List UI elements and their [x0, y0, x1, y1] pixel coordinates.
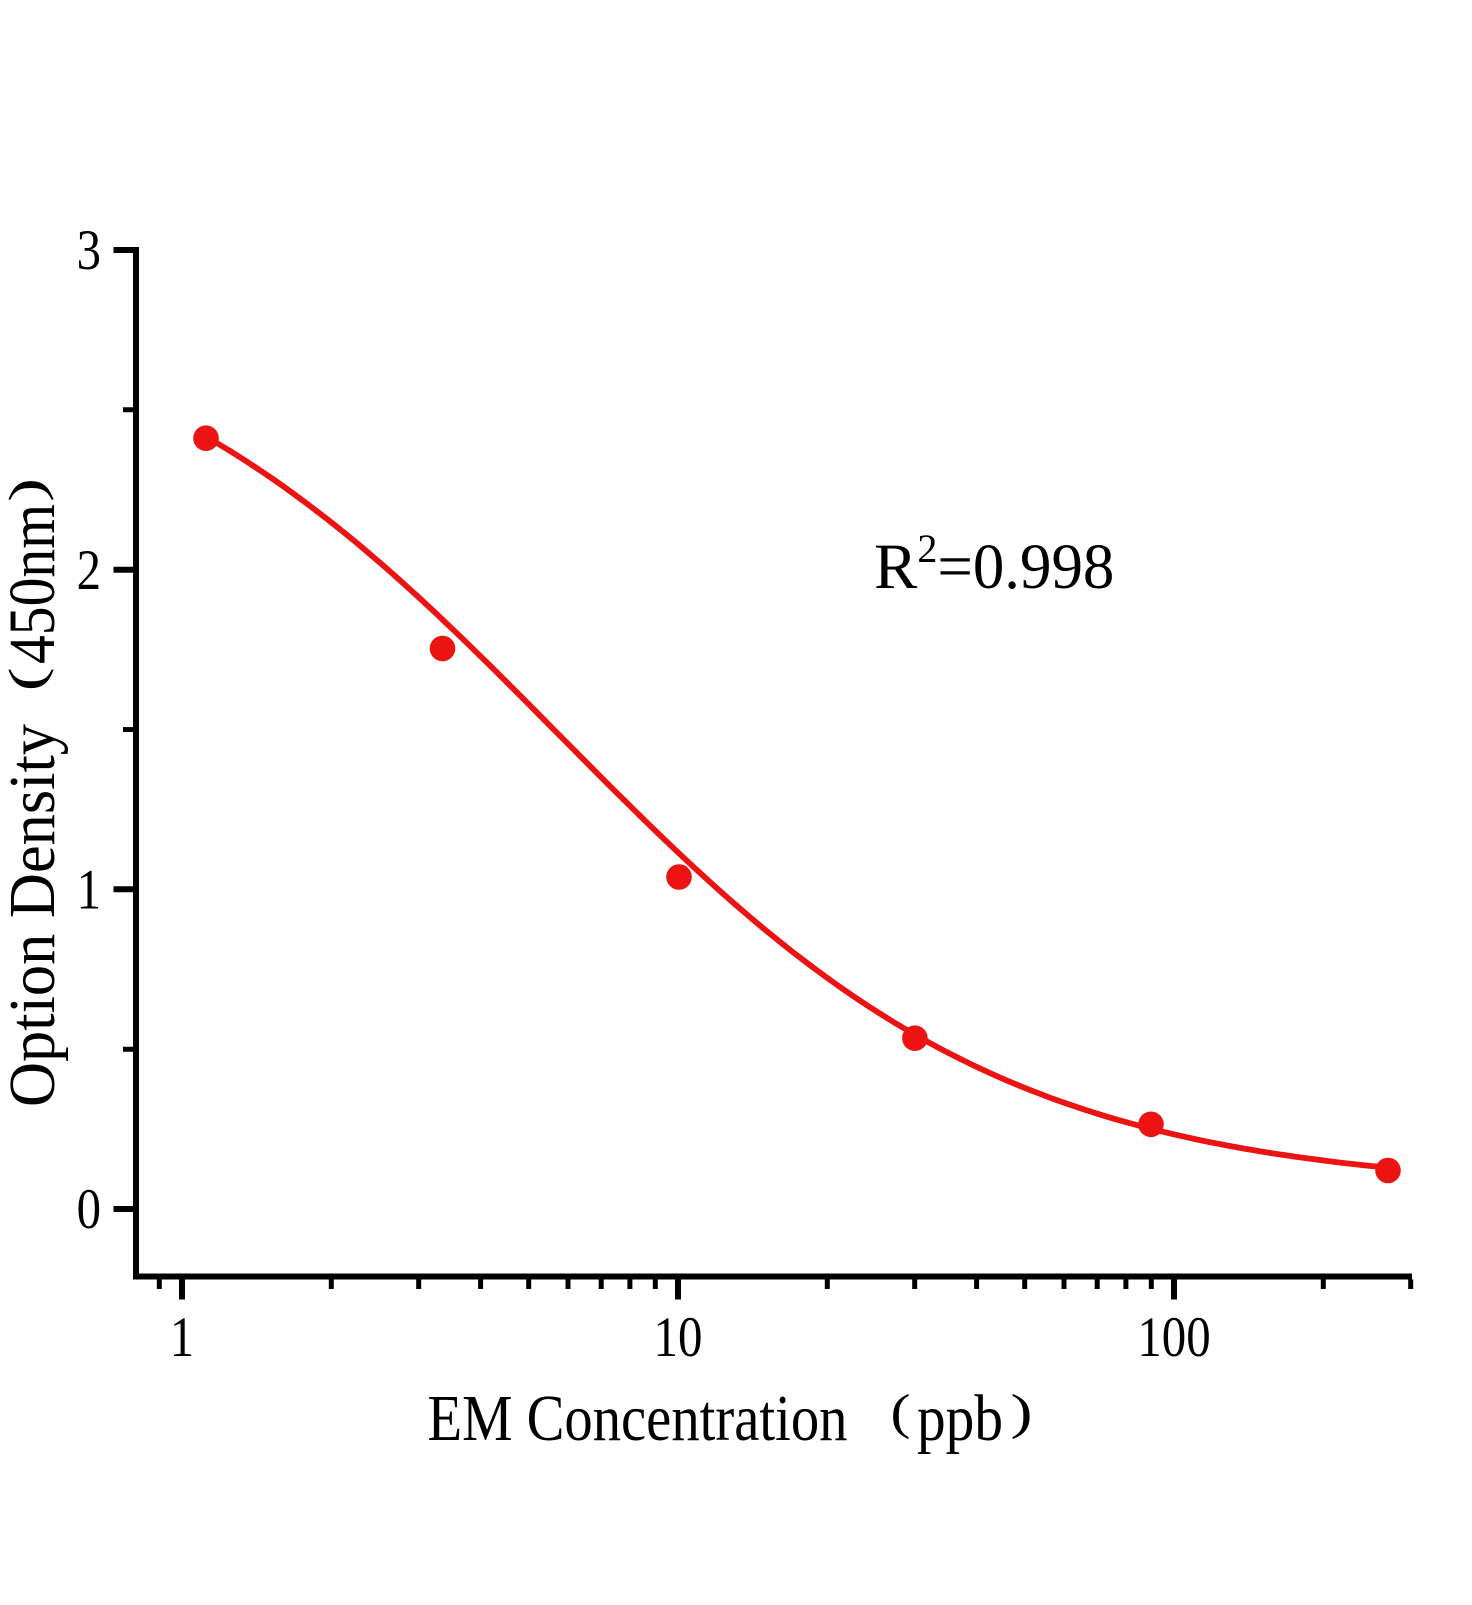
- svg-text:3: 3: [77, 219, 101, 282]
- svg-text:EM Concentration: EM Concentration: [428, 1382, 848, 1455]
- svg-text:Option Density(450nm): Option Density(450nm): [0, 478, 69, 1107]
- svg-text:2: 2: [77, 539, 101, 602]
- svg-text:100: 100: [1137, 1306, 1210, 1369]
- svg-text:(: (: [891, 1384, 911, 1440]
- svg-text:ppb: ppb: [917, 1382, 1003, 1455]
- svg-text:0: 0: [77, 1178, 101, 1241]
- svg-text:R2=0.998: R2=0.998: [874, 526, 1114, 603]
- svg-text:1: 1: [170, 1306, 194, 1369]
- svg-text:): ): [1011, 1384, 1033, 1440]
- svg-text:1: 1: [77, 859, 101, 922]
- svg-text:10: 10: [654, 1306, 703, 1369]
